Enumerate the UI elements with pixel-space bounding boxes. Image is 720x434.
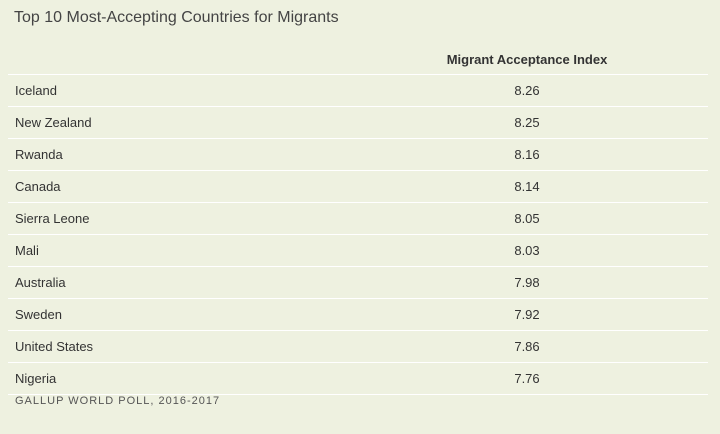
index-cell: 8.14: [346, 170, 708, 203]
table-row: Nigeria 7.76: [8, 362, 708, 395]
index-cell: 7.98: [346, 266, 708, 299]
source: GALLUP WORLD POLL, 2016-2017: [15, 395, 221, 407]
country-cell: Sierra Leone: [8, 202, 346, 235]
header-cell: Migrant Acceptance Index: [346, 44, 708, 75]
title: Top 10 Most-Accepting Countries for Migr…: [14, 9, 339, 26]
index-cell: 8.16: [346, 138, 708, 171]
table-row: Australia 7.98: [8, 266, 708, 299]
table-row: Iceland 8.26: [8, 74, 708, 107]
table: Migrant Acceptance Index Iceland 8.26 New …: [8, 44, 708, 395]
table-row: Mali 8.03: [8, 234, 708, 267]
index-cell: 8.05: [346, 202, 708, 235]
country-cell: Sweden: [8, 298, 346, 331]
index-cell: 8.26: [346, 74, 708, 107]
table-row: Sweden 7.92: [8, 298, 708, 331]
header-cell: [8, 44, 346, 75]
table-row: Rwanda 8.16: [8, 138, 708, 171]
index-cell: 7.86: [346, 330, 708, 363]
table-body: Iceland 8.26 New Zealand 8.25 Rwanda 8.16 Cana…: [8, 74, 708, 395]
table-row: Canada 8.14: [8, 170, 708, 203]
country-cell: Rwanda: [8, 138, 346, 171]
table-row: Sierra Leone 8.05: [8, 202, 708, 235]
country-cell: Iceland: [8, 74, 346, 107]
country-cell: Canada: [8, 170, 346, 203]
country-cell: United States: [8, 330, 346, 363]
header-row: Migrant Acceptance Index: [8, 44, 708, 75]
table-row: United States 7.86: [8, 330, 708, 363]
index-cell: 8.25: [346, 106, 708, 139]
index-cell: 8.03: [346, 234, 708, 267]
index-cell: 7.92: [346, 298, 708, 331]
country-cell: Mali: [8, 234, 346, 267]
country-cell: Nigeria: [8, 362, 346, 395]
country-cell: New Zealand: [8, 106, 346, 139]
index-cell: 7.76: [346, 362, 708, 395]
country-cell: Australia: [8, 266, 346, 299]
table-row: New Zealand 8.25: [8, 106, 708, 139]
